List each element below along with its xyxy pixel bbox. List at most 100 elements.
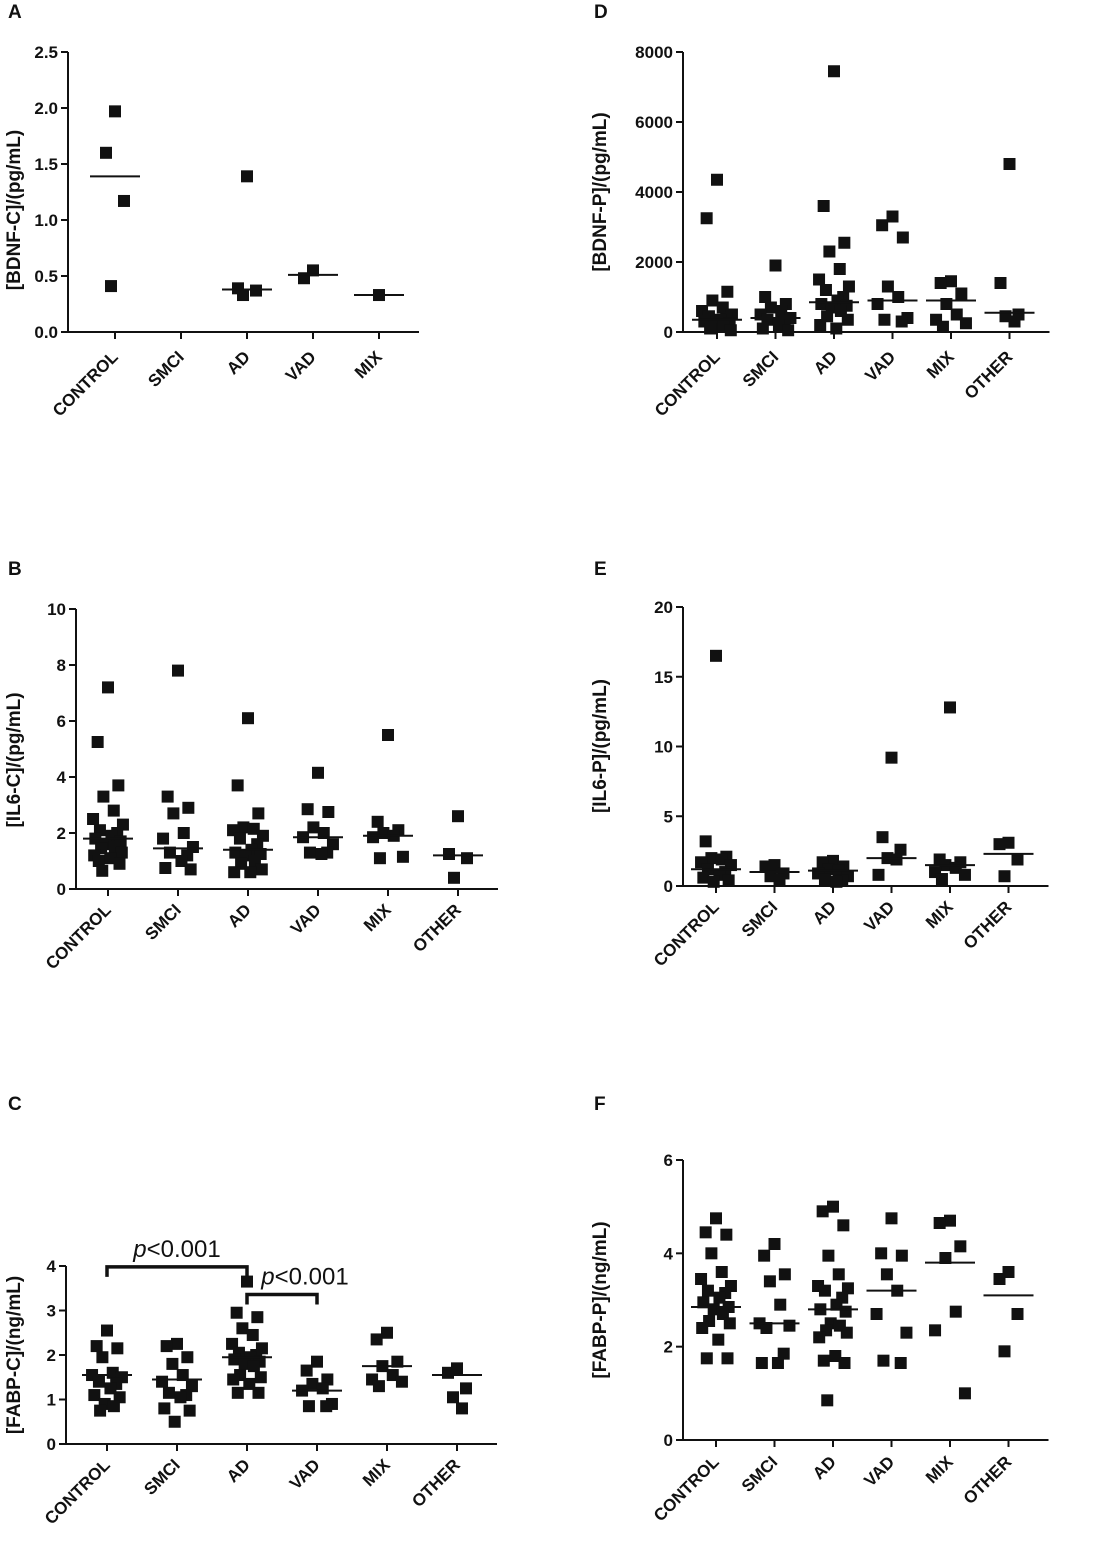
data-point bbox=[993, 838, 1006, 851]
panel-letter: D bbox=[594, 2, 608, 23]
data-point bbox=[724, 324, 737, 337]
data-point bbox=[993, 1273, 1006, 1285]
data-point bbox=[161, 790, 174, 803]
data-point bbox=[875, 1247, 888, 1260]
data-point bbox=[723, 1317, 736, 1330]
y-tick-label: 2 bbox=[47, 1346, 56, 1365]
data-point bbox=[386, 1369, 399, 1382]
data-point bbox=[830, 875, 843, 888]
data-point bbox=[885, 751, 898, 764]
panel-letter: E bbox=[594, 559, 607, 580]
data-point bbox=[251, 1311, 264, 1324]
data-point bbox=[699, 1226, 712, 1239]
y-axis-title: [BDNF-C]/(pg/mL) bbox=[4, 130, 25, 290]
category-label: CONTROL bbox=[41, 1455, 114, 1528]
data-point bbox=[175, 855, 188, 867]
category-label: MIX bbox=[360, 900, 395, 935]
y-axis-title: [IL6-P]/(pg/mL) bbox=[590, 679, 611, 813]
data-point bbox=[382, 729, 394, 741]
data-point bbox=[774, 1298, 787, 1311]
data-point bbox=[177, 827, 190, 839]
data-point bbox=[842, 280, 855, 293]
data-point bbox=[461, 852, 473, 865]
data-point bbox=[447, 1391, 459, 1404]
y-tick-label: 0 bbox=[47, 1435, 56, 1454]
data-point bbox=[1011, 1308, 1024, 1320]
data-point bbox=[303, 846, 316, 859]
data-point bbox=[229, 846, 242, 859]
category-label: VAD bbox=[282, 347, 320, 385]
data-point bbox=[156, 1375, 169, 1388]
data-point bbox=[876, 831, 889, 844]
panel-b: B 0 2 4 6 8 10 [IL6-C]/(pg/mL) CONTROL SMCI AD VAD M… bbox=[4, 559, 498, 973]
data-point bbox=[896, 231, 909, 244]
data-point bbox=[822, 863, 835, 876]
data-point bbox=[94, 1404, 107, 1417]
y-tick-label: 1.5 bbox=[34, 155, 58, 174]
data-point bbox=[312, 766, 324, 779]
data-point bbox=[166, 1357, 179, 1370]
data-point bbox=[167, 807, 180, 820]
data-point bbox=[958, 868, 971, 881]
data-point bbox=[944, 1214, 956, 1227]
data-point bbox=[1008, 315, 1021, 328]
data-point bbox=[837, 1219, 850, 1232]
data-point bbox=[1011, 853, 1024, 866]
data-point bbox=[162, 1386, 175, 1399]
data-point bbox=[772, 319, 785, 331]
data-point bbox=[701, 1284, 714, 1297]
data-point bbox=[252, 807, 265, 820]
data-point bbox=[228, 866, 241, 879]
y-tick-label: 1 bbox=[47, 1391, 56, 1410]
category-label: OTHER bbox=[409, 900, 465, 956]
data-point bbox=[769, 259, 782, 272]
data-point bbox=[241, 1275, 253, 1288]
category-label: CONTROL bbox=[650, 897, 723, 970]
y-tick-label: 0 bbox=[664, 1431, 673, 1450]
category-label: SMCI bbox=[144, 347, 187, 390]
y-tick-label: 4 bbox=[664, 1244, 674, 1263]
data-point bbox=[183, 1404, 196, 1417]
y-tick-label: 1.0 bbox=[34, 211, 58, 230]
data-point bbox=[160, 1340, 173, 1353]
data-point bbox=[92, 1375, 105, 1388]
data-point bbox=[158, 1402, 171, 1415]
data-point bbox=[700, 1352, 713, 1365]
y-tick-label: 15 bbox=[654, 668, 673, 687]
data-point bbox=[300, 1364, 313, 1377]
panel-d: D 0 2000 4000 6000 8000 [BDNF-P]/(pg/mL) CONTRO… bbox=[590, 2, 1050, 420]
category-label: OTHER bbox=[961, 347, 1017, 403]
y-axis-title: [IL6-C]/(pg/mL) bbox=[4, 692, 25, 827]
data-point bbox=[823, 245, 836, 258]
data-point bbox=[949, 1305, 962, 1318]
data-point bbox=[710, 1212, 722, 1225]
category-label: VAD bbox=[287, 900, 325, 938]
data-point bbox=[756, 322, 769, 335]
data-point bbox=[88, 1389, 101, 1402]
data-point bbox=[367, 831, 380, 844]
significance-label: p<0.001 bbox=[260, 1263, 348, 1290]
data-point bbox=[760, 1322, 773, 1334]
data-point bbox=[838, 236, 851, 249]
data-point bbox=[107, 1400, 120, 1413]
data-point bbox=[934, 277, 947, 289]
data-point bbox=[230, 1306, 243, 1319]
category-label: VAD bbox=[860, 1452, 898, 1490]
data-point bbox=[707, 875, 720, 888]
y-tick-label: 10 bbox=[654, 738, 673, 757]
data-point bbox=[311, 1355, 323, 1368]
data-point bbox=[377, 827, 390, 839]
data-point bbox=[90, 1340, 103, 1353]
data-point bbox=[244, 866, 257, 879]
data-point bbox=[322, 806, 335, 818]
significance-bracket bbox=[245, 1292, 319, 1305]
data-point bbox=[955, 287, 968, 300]
data-point bbox=[241, 170, 253, 183]
y-axis-title: [FABP-C]/(ng/mL) bbox=[4, 1276, 25, 1434]
data-point bbox=[92, 855, 105, 867]
y-tick-label: 0.0 bbox=[34, 323, 58, 342]
data-point bbox=[817, 200, 830, 212]
data-point bbox=[958, 1387, 971, 1400]
data-point bbox=[171, 1337, 183, 1350]
data-point bbox=[111, 1342, 124, 1355]
